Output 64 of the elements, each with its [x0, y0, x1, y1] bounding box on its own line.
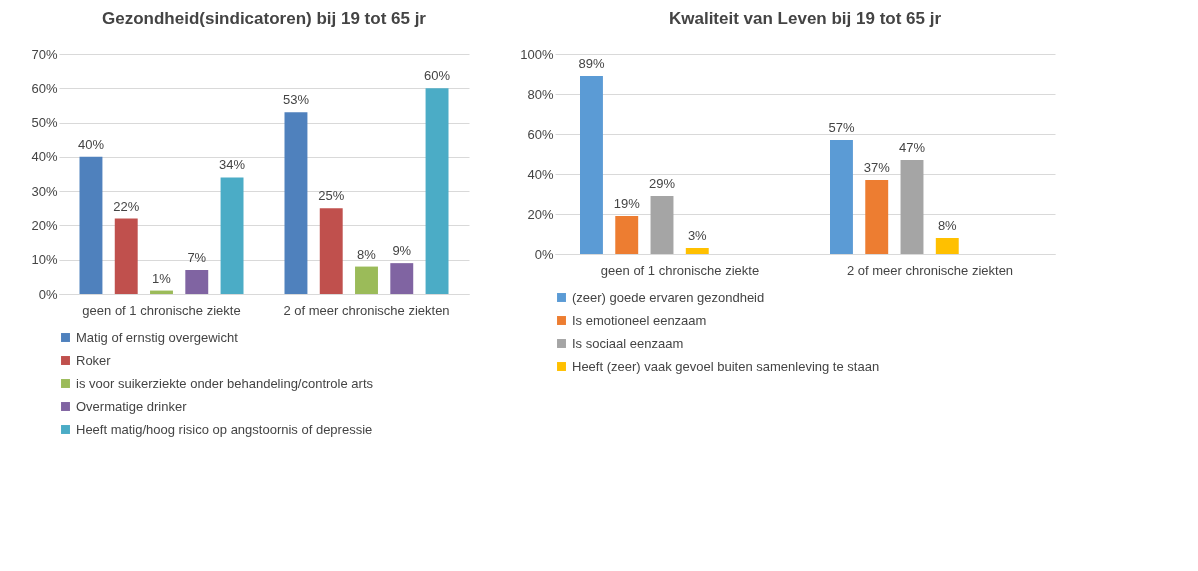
y-tick-label: 0% [38, 286, 58, 302]
data-label: 47% [898, 140, 926, 155]
bar [685, 248, 709, 254]
data-label: 8% [357, 246, 377, 262]
bar [425, 88, 449, 294]
data-label: 8% [937, 218, 958, 233]
legend-label: Matig of ernstig overgewicht [76, 329, 239, 345]
data-label: 53% [282, 92, 310, 108]
legend-label: Heeft matig/hoog risico op angstoornis of depressie [76, 421, 373, 437]
data-label: 22% [113, 198, 140, 214]
y-tick-label: 30% [31, 183, 58, 199]
bar [185, 270, 209, 294]
data-label: 40% [77, 136, 105, 152]
legend-label: Roker [76, 352, 112, 368]
x-tick-label: geen of 1 chronische ziekte [82, 302, 241, 318]
bar [319, 208, 343, 294]
data-label: 57% [828, 120, 855, 135]
bar [284, 112, 308, 294]
x-tick-label: 2 of meer chronische ziekten [283, 302, 450, 318]
bar [220, 177, 244, 294]
y-tick-label: 60% [31, 80, 58, 96]
bar [390, 263, 414, 294]
data-label: 25% [318, 188, 345, 204]
bar [580, 76, 603, 254]
bar [650, 196, 674, 254]
data-label: 9% [392, 243, 412, 259]
y-tick-label: 100% [520, 46, 554, 62]
bar [79, 156, 103, 294]
data-label: 89% [578, 56, 605, 71]
y-tick-label: 20% [527, 206, 554, 222]
x-tick-label: geen of 1 chronische ziekte [600, 262, 760, 278]
data-label: 1% [152, 270, 172, 286]
chart-title: Gezondheid(sindicatoren) bij 19 tot 65 jr [102, 9, 427, 28]
legend-label: Heeft (zeer) vaak gevoel buiten samenleving te staan [572, 358, 880, 374]
bar [900, 160, 924, 254]
bar [615, 216, 639, 254]
data-label: 34% [219, 157, 246, 173]
legend-label: Overmatige drinker [76, 398, 188, 414]
y-tick-label: 40% [31, 149, 58, 165]
legend-label: (zeer) goede ervaren gezondheid [572, 289, 765, 305]
legend-label: is voor suikerziekte onder behandeling/controle arts [76, 375, 374, 391]
bar [935, 238, 959, 254]
chart-title: Kwaliteit van Leven bij 19 tot 65 jr [668, 9, 942, 28]
y-tick-label: 0% [534, 246, 554, 262]
data-label: 19% [613, 196, 641, 211]
data-label: 3% [687, 228, 708, 243]
bar [114, 218, 138, 294]
data-label: 29% [648, 176, 676, 191]
bar [865, 180, 889, 254]
legend-label: Is sociaal eenzaam [572, 335, 684, 351]
data-label: 60% [424, 68, 451, 84]
y-tick-label: 70% [31, 46, 58, 62]
bar [830, 140, 853, 254]
data-label: 7% [187, 250, 207, 265]
data-label: 37% [863, 160, 891, 175]
y-tick-label: 10% [31, 252, 58, 268]
y-tick-label: 20% [31, 217, 58, 233]
bar [355, 266, 378, 294]
y-tick-label: 60% [527, 126, 554, 142]
legend-label: Is emotioneel eenzaam [572, 312, 707, 328]
x-tick-label: 2 of meer chronische ziekten [846, 262, 1014, 278]
y-tick-label: 40% [527, 166, 554, 182]
y-tick-label: 80% [527, 86, 554, 102]
y-tick-label: 50% [31, 115, 58, 131]
